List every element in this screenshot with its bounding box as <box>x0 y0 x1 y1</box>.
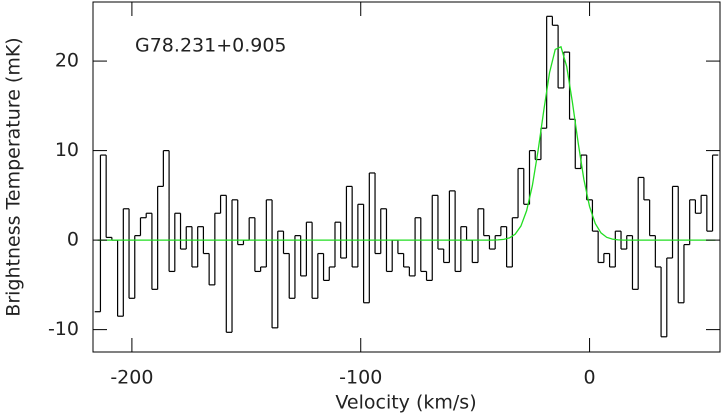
spectrum-risers <box>99 16 714 337</box>
y-tick-label: 20 <box>55 50 79 72</box>
plot-frame <box>92 1 721 353</box>
y-tick-label: -10 <box>48 318 79 340</box>
annotation: G78.231+0.905 <box>135 35 287 57</box>
y-axis-label: Brightness Temperature (mK) <box>3 37 25 316</box>
fit-line <box>97 45 716 241</box>
x-tick-label: -200 <box>110 367 153 389</box>
x-tick-label: 0 <box>584 367 596 389</box>
x-axis-label: Velocity (km/s) <box>335 392 476 414</box>
y-tick-label: 0 <box>67 229 79 251</box>
plot-area <box>94 15 719 338</box>
y-tick-label: 10 <box>55 139 79 161</box>
x-tick-label: -100 <box>339 367 382 389</box>
